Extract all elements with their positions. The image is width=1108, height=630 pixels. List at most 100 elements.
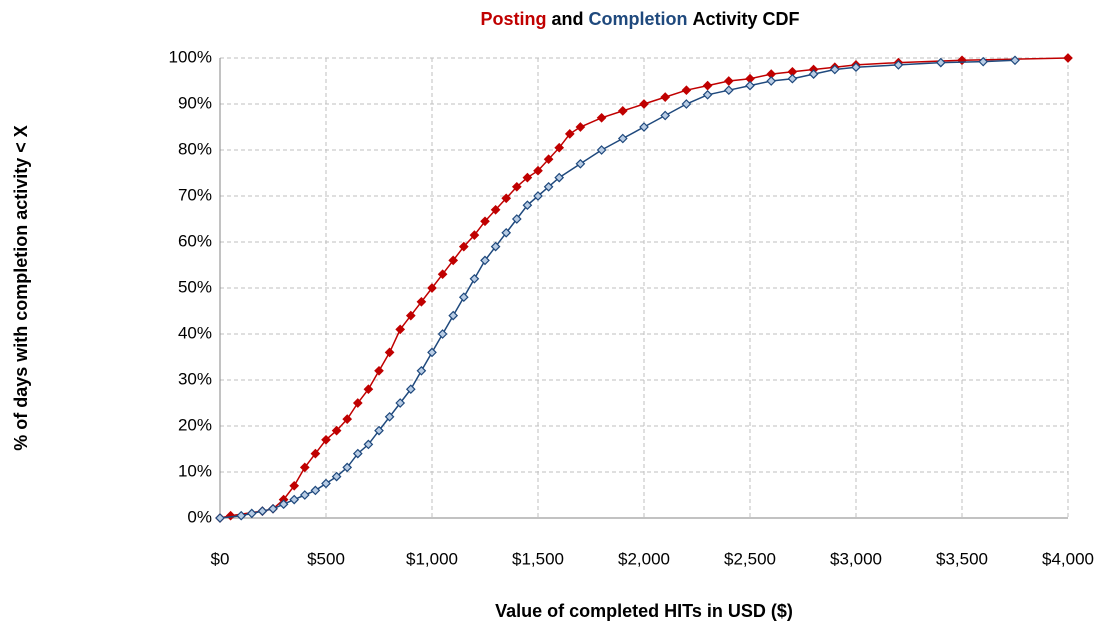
y-tick-label: 40% [178,323,212,342]
marker [1010,55,1020,66]
marker [395,398,406,408]
x-tick-label: $1,500 [512,549,564,568]
marker [448,310,459,321]
marker [723,76,734,86]
marker [469,273,480,284]
marker [575,122,586,132]
marker [374,425,384,436]
marker [384,411,395,422]
marker [1063,53,1073,63]
marker [596,112,607,123]
y-tick-label: 70% [178,185,212,204]
y-axis-label: % of days with completion activity < X [11,125,31,451]
marker [639,99,649,109]
x-tick-label: $2,000 [618,549,670,568]
title-part: Posting [480,9,546,29]
marker [331,471,342,482]
marker [681,99,692,109]
chart-title: Posting and Completion Activity CDF [480,9,799,29]
title-part: Completion [589,9,688,29]
marker [829,64,840,75]
marker [533,165,543,176]
marker [554,142,565,153]
marker [299,462,310,473]
marker [395,324,406,335]
y-tick-label: 80% [178,139,212,158]
x-tick-label: $500 [307,549,345,568]
y-tick-label: 100% [169,47,212,66]
marker [522,172,533,183]
marker [342,462,353,473]
x-axis-label: Value of completed HITs in USD ($) [495,601,793,621]
marker [511,181,522,192]
marker [808,69,819,79]
marker [543,154,554,165]
marker [458,292,469,303]
y-tick-label: 50% [178,277,212,296]
marker [278,499,289,510]
marker [575,158,586,169]
y-tick-label: 30% [178,369,212,388]
marker [416,365,427,376]
marker [236,510,247,521]
marker [617,106,628,116]
marker [893,60,904,70]
x-tick-label: $3,000 [830,549,882,568]
marker [522,200,533,211]
marker [490,241,501,252]
x-tick-label: $0 [211,549,230,568]
marker [427,283,437,293]
x-tick-label: $4,000 [1042,549,1094,568]
marker [257,506,268,516]
marker [978,56,989,67]
marker [405,384,416,395]
marker [564,129,575,139]
marker [702,89,713,100]
marker [448,255,459,266]
marker [702,80,713,91]
marker [480,216,490,227]
x-tick-label: $3,500 [936,549,988,568]
marker [660,92,671,102]
marker [533,191,543,201]
title-part: Activity CDF [693,9,800,29]
marker [469,230,480,240]
y-tick-label: 20% [178,415,212,434]
marker [766,76,777,86]
marker [723,85,734,96]
marker [352,448,363,459]
marker [321,478,331,489]
marker [490,204,501,215]
marker [342,414,353,424]
marker [246,508,257,519]
marker [331,425,342,436]
marker [215,513,225,523]
marker [363,439,374,450]
marker [787,73,798,84]
marker [352,398,363,408]
marker [299,490,310,500]
marker [437,269,448,280]
marker [458,241,469,252]
x-tick-label: $1,000 [406,549,458,568]
title-part: and [551,9,583,29]
marker [480,255,490,266]
x-tick-label: $2,500 [724,549,776,568]
marker [268,503,278,514]
marker [310,448,321,459]
marker [554,172,565,183]
marker [437,329,448,339]
marker [374,365,384,376]
marker [681,85,692,96]
series-line [219,59,1016,519]
marker [310,485,321,496]
marker [935,57,946,68]
marker [501,193,512,204]
marker [596,145,607,155]
y-tick-label: 90% [178,93,212,112]
marker [617,133,628,144]
y-tick-label: 0% [187,507,212,526]
marker [639,122,649,132]
marker [416,296,427,307]
